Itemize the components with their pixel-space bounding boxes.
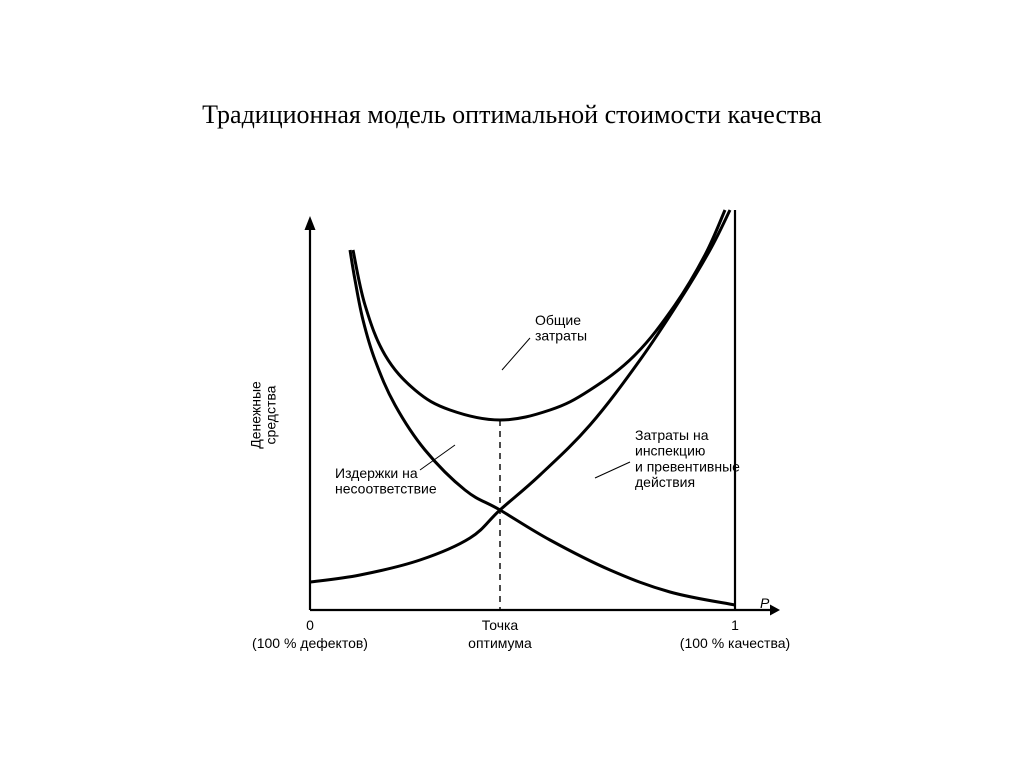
x-tick-1: 1: [731, 617, 739, 633]
y-axis-label: Денежныесредства: [247, 381, 278, 449]
cost-of-quality-chart: Денежныесредства P 0 (100 % дефектов) То…: [240, 210, 820, 680]
curve-inspection-costs: [310, 210, 730, 582]
leader-line-inspection: [595, 462, 630, 478]
x-tick-1-sub: (100 % качества): [680, 635, 790, 651]
x-tick-optimum-sub: оптимума: [468, 635, 532, 651]
x-tick-0-sub: (100 % дефектов): [252, 635, 368, 651]
x-axis-arrow-icon: [770, 605, 780, 616]
label-nonconformance-costs: Издержки нанесоответствие: [335, 465, 437, 497]
x-tick-optimum: Точка: [482, 617, 519, 633]
page-title: Традиционная модель оптимальной стоимост…: [0, 100, 1024, 130]
x-tick-0: 0: [306, 617, 314, 633]
chart-svg: Денежныесредства P 0 (100 % дефектов) То…: [240, 210, 820, 680]
page: Традиционная модель оптимальной стоимост…: [0, 0, 1024, 768]
y-axis-arrow-icon: [305, 216, 316, 230]
label-total-costs: Общиезатраты: [535, 312, 587, 344]
x-axis-label-p: P: [760, 595, 770, 611]
leader-line-total: [502, 338, 530, 370]
label-inspection-costs: Затраты наинспекциюи превентивныедействи…: [635, 427, 740, 490]
